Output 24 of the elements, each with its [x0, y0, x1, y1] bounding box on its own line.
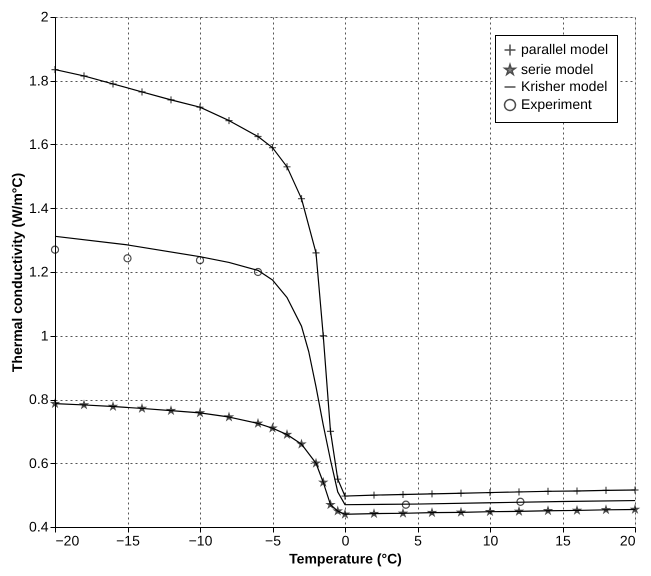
x-axis-title: Temperature (°C) [289, 550, 402, 566]
y-tick-label: 1.2 [29, 264, 49, 280]
y-tick-label: 0.6 [29, 454, 49, 471]
y-tick-label: 1.4 [29, 200, 49, 216]
y-tick-label: 0.8 [29, 391, 49, 407]
y-tick-label: 2 [40, 8, 49, 24]
y-tick-label: 1.6 [29, 136, 49, 152]
legend-label: Krisher model [521, 78, 608, 94]
legend-label: serie model [521, 61, 594, 77]
legend-label: parallel model [521, 41, 608, 57]
x-tick-label: 5 [414, 532, 422, 548]
x-tick-label: −20 [56, 532, 80, 548]
x-tick-label: −10 [188, 532, 213, 548]
y-tick-label: 1.8 [29, 72, 49, 88]
x-tick-label: 20 [620, 532, 636, 548]
x-tick-label: −15 [116, 532, 140, 548]
legend-label: Experiment [521, 96, 592, 112]
y-axis-title: Thermal conductivity (W/m°C) [9, 172, 26, 372]
x-tick-label: −5 [265, 532, 282, 548]
y-tick-label: 1 [40, 327, 49, 344]
y-tick-label: 0.4 [29, 518, 49, 534]
x-tick-label: 15 [555, 532, 571, 548]
x-tick-label: 0 [342, 532, 350, 548]
x-tick-label: 10 [482, 532, 498, 548]
